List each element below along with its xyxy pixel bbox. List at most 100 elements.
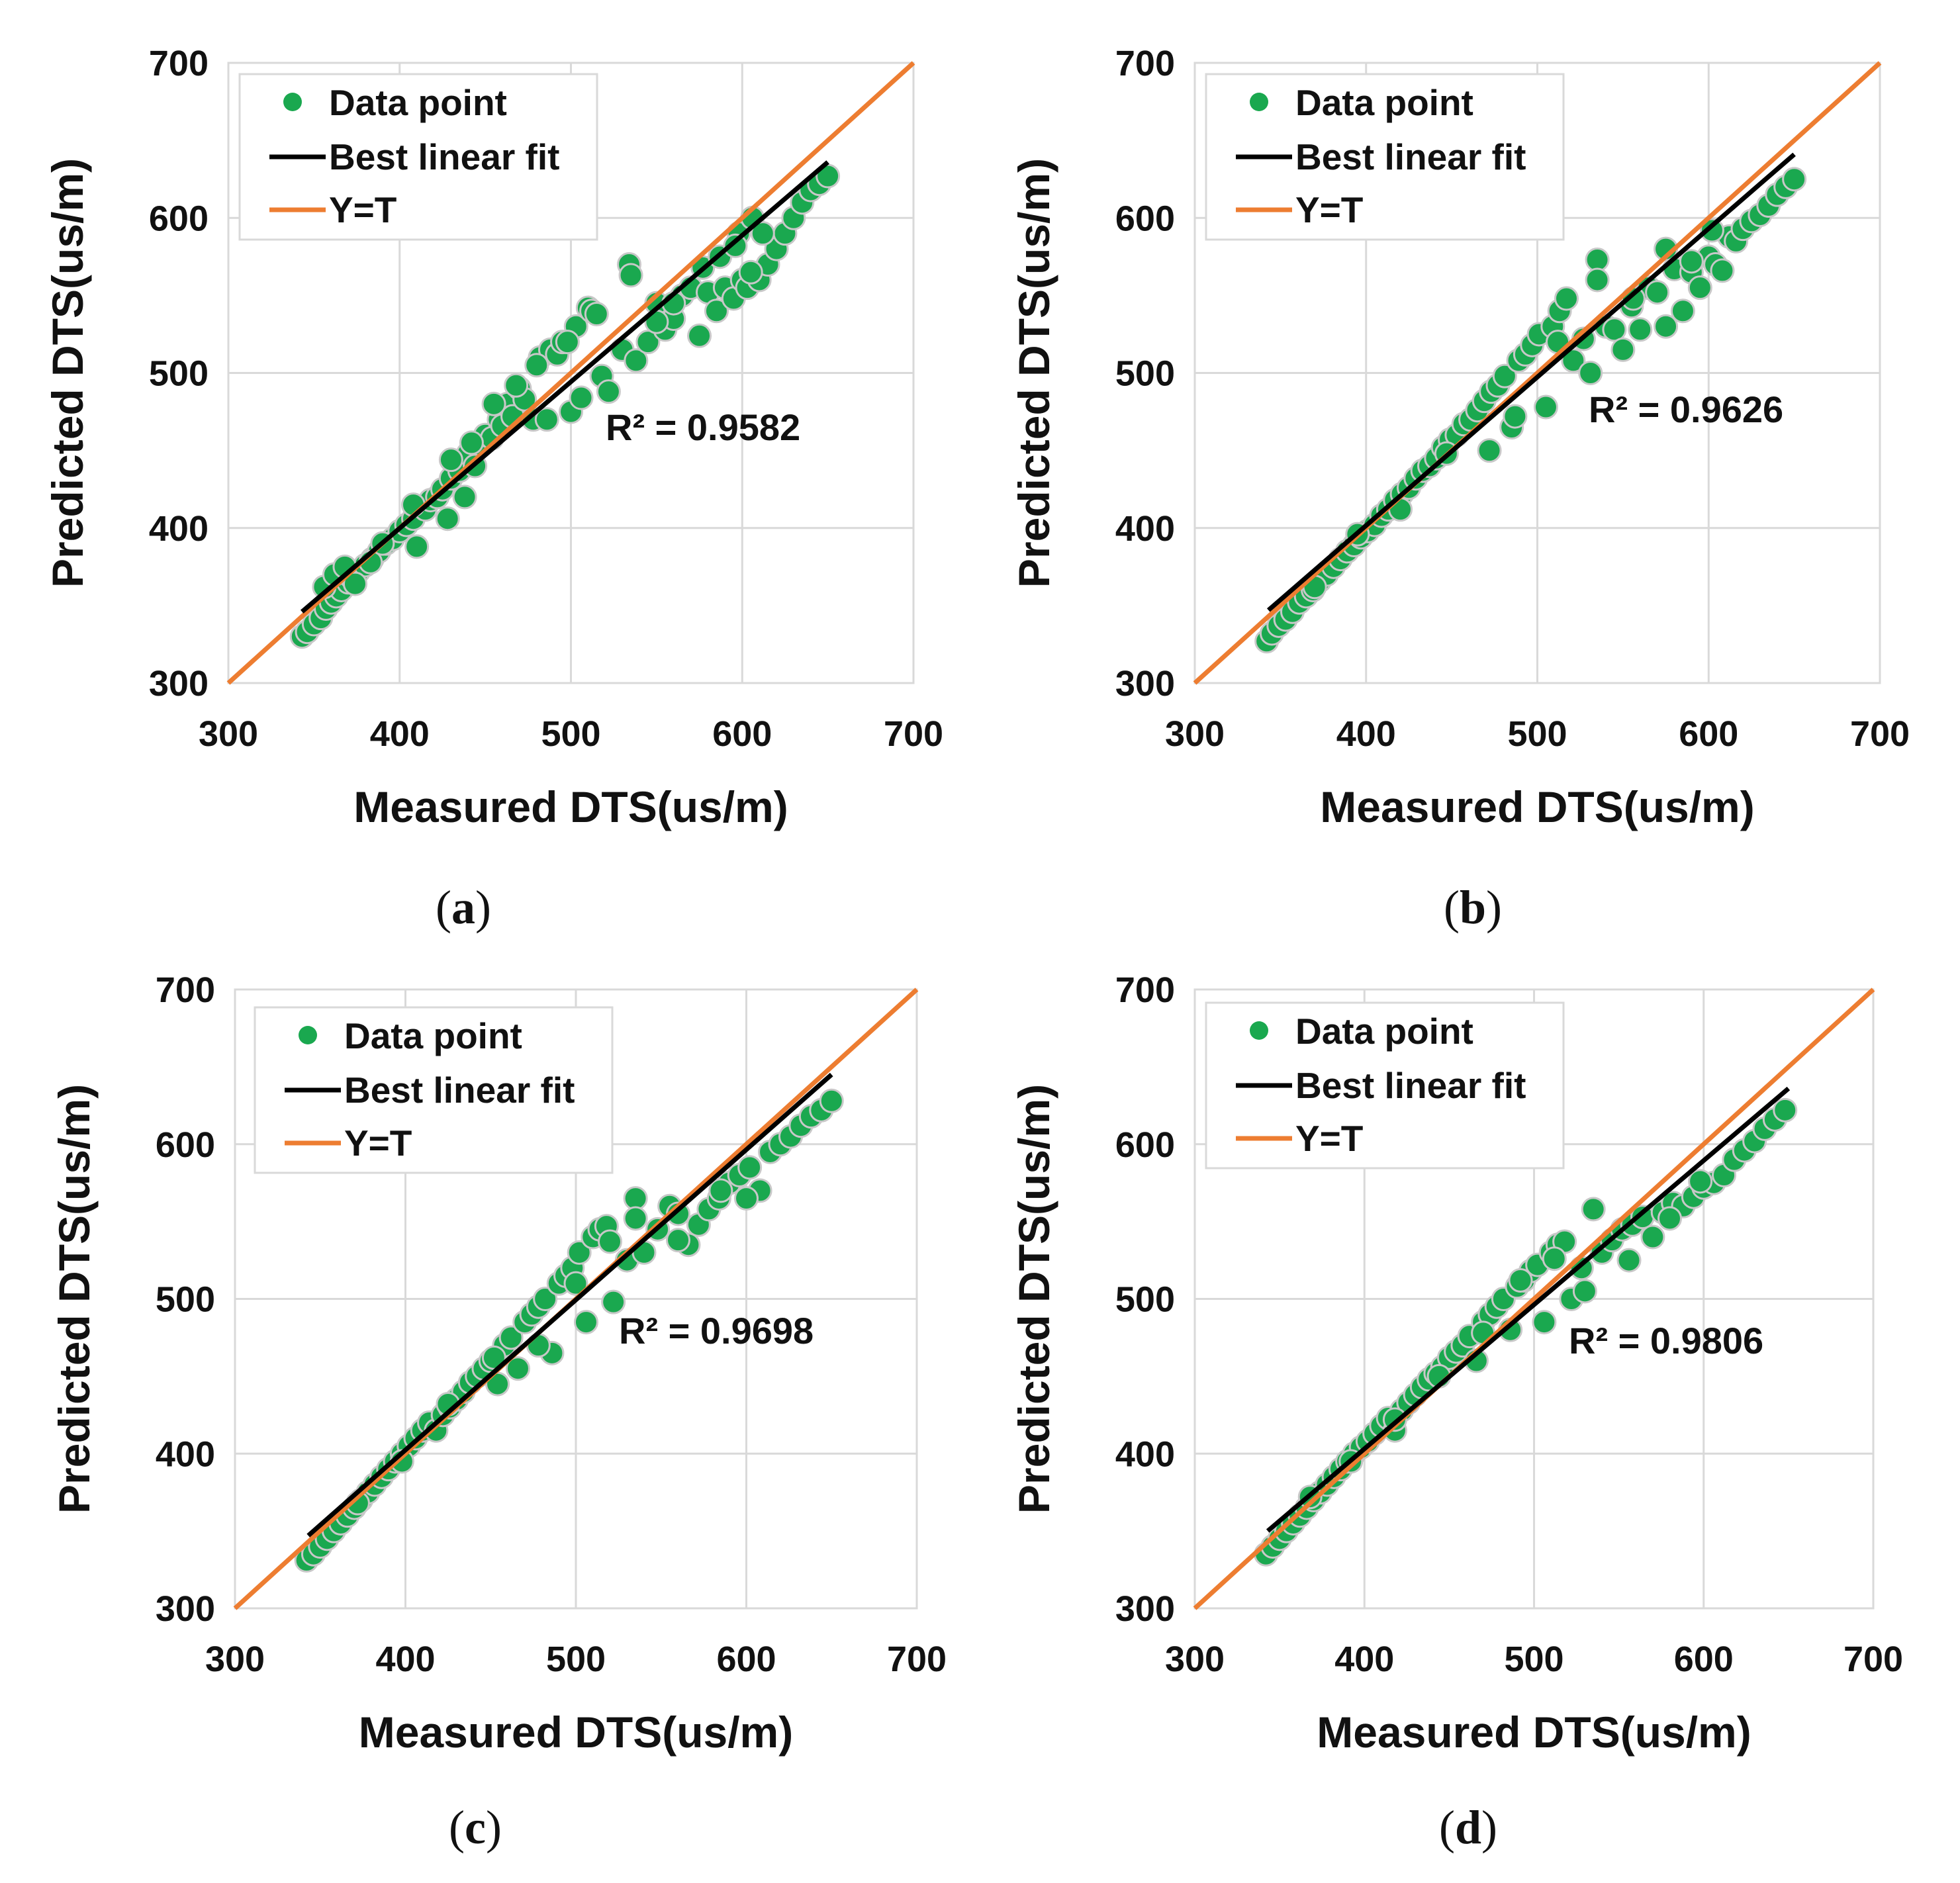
data-point bbox=[1477, 438, 1502, 463]
data-point bbox=[459, 430, 484, 455]
caption-paren: ( bbox=[449, 1801, 465, 1854]
data-point bbox=[1542, 1246, 1567, 1271]
panel-caption: (b) bbox=[1444, 881, 1502, 934]
y-tick-label: 700 bbox=[1115, 44, 1175, 83]
data-point bbox=[534, 407, 559, 432]
caption-paren: ( bbox=[1444, 881, 1460, 934]
data-point bbox=[1670, 299, 1695, 324]
x-tick-label: 300 bbox=[199, 714, 258, 754]
data-point bbox=[584, 301, 609, 326]
x-tick-label: 400 bbox=[370, 714, 430, 754]
x-tick-label: 700 bbox=[1843, 1639, 1903, 1679]
caption-paren: ) bbox=[1481, 1801, 1497, 1854]
data-point bbox=[819, 1088, 844, 1113]
legend-marker-data-point bbox=[1250, 93, 1268, 111]
data-point bbox=[1503, 404, 1528, 429]
caption-paren: ) bbox=[486, 1801, 502, 1854]
data-point bbox=[737, 1155, 763, 1180]
data-point bbox=[1578, 361, 1603, 385]
legend: Data point Best linear fit Y=T bbox=[1205, 1001, 1565, 1170]
data-point bbox=[1585, 247, 1610, 272]
data-points bbox=[294, 1088, 844, 1573]
x-tick-label: 700 bbox=[887, 1639, 947, 1679]
identity-line bbox=[1193, 61, 1882, 685]
panel-caption: (c) bbox=[449, 1801, 502, 1854]
data-point bbox=[708, 1178, 733, 1203]
x-axis-label: Measured DTS(us/m) bbox=[353, 782, 788, 831]
data-point bbox=[1581, 1197, 1606, 1222]
panel-caption: (a) bbox=[436, 881, 491, 934]
y-tick-label: 500 bbox=[1115, 354, 1175, 394]
data-point bbox=[1585, 267, 1610, 293]
plot-frame bbox=[227, 62, 915, 684]
data-point bbox=[573, 1310, 598, 1335]
x-tick-label: 300 bbox=[1165, 1639, 1225, 1679]
legend-label: Data point bbox=[1295, 82, 1473, 123]
data-point bbox=[1657, 1206, 1682, 1231]
caption-paren: ( bbox=[436, 881, 451, 934]
caption-letter: d bbox=[1455, 1801, 1481, 1854]
best-fit-line bbox=[306, 1072, 833, 1538]
x-tick-label: 700 bbox=[1850, 714, 1910, 754]
legend-label: Data point bbox=[344, 1015, 522, 1056]
legend-marker-data-point bbox=[1250, 1021, 1268, 1040]
caption-paren: ) bbox=[475, 881, 491, 934]
x-tick-label: 500 bbox=[1507, 714, 1567, 754]
plot-frame bbox=[1193, 988, 1875, 1610]
data-point bbox=[635, 330, 661, 355]
caption-letter: a bbox=[451, 881, 475, 934]
y-tick-label: 300 bbox=[1115, 1589, 1175, 1629]
legend-label: Best linear fit bbox=[344, 1070, 575, 1111]
y-axis-label: Predicted DTS(us/m) bbox=[50, 1084, 99, 1514]
legend-marker-data-point bbox=[299, 1026, 317, 1044]
data-point bbox=[1688, 1169, 1713, 1194]
y-tick-label: 600 bbox=[149, 199, 209, 238]
data-point bbox=[704, 299, 729, 324]
x-tick-label: 300 bbox=[1165, 714, 1225, 754]
data-point bbox=[504, 373, 529, 398]
r-squared-annotation: R² = 0.9626 bbox=[1589, 389, 1783, 430]
data-point bbox=[1602, 317, 1627, 342]
chart-panel-d: 300 400 500 600 700 300 400 500 600 700 Measured D… bbox=[1009, 970, 1903, 1854]
legend: Data point Best linear fit Y=T bbox=[254, 1006, 614, 1174]
y-tick-label: 600 bbox=[1115, 1125, 1175, 1165]
data-point bbox=[533, 1287, 558, 1311]
data-point bbox=[738, 259, 763, 285]
legend-label: Best linear fit bbox=[329, 136, 559, 177]
data-point bbox=[1508, 1267, 1533, 1293]
data-point bbox=[723, 233, 748, 258]
data-point bbox=[1561, 348, 1586, 373]
y-axis-label: Predicted DTS(us/m) bbox=[43, 158, 92, 588]
data-point bbox=[1628, 317, 1653, 342]
y-axis-label: Predicted DTS(us/m) bbox=[1009, 1084, 1058, 1514]
x-tick-label: 400 bbox=[375, 1639, 435, 1679]
y-tick-label: 700 bbox=[1115, 970, 1175, 1010]
x-tick-label: 700 bbox=[884, 714, 943, 754]
x-axis-label: Measured DTS(us/m) bbox=[1320, 782, 1754, 831]
legend-marker-data-point bbox=[283, 93, 302, 111]
data-point bbox=[1773, 1097, 1798, 1123]
data-point bbox=[1554, 286, 1579, 311]
x-tick-label: 600 bbox=[1674, 1639, 1734, 1679]
r-squared-annotation: R² = 0.9698 bbox=[619, 1310, 814, 1352]
x-axis-label: Measured DTS(us/m) bbox=[359, 1708, 793, 1757]
data-point bbox=[1492, 363, 1517, 389]
r-squared-annotation: R² = 0.9806 bbox=[1569, 1320, 1763, 1361]
data-point bbox=[342, 571, 367, 596]
x-tick-label: 400 bbox=[1334, 1639, 1394, 1679]
identity-line bbox=[1193, 987, 1875, 1610]
y-tick-label: 300 bbox=[156, 1589, 215, 1629]
data-point bbox=[524, 353, 549, 378]
data-point bbox=[1687, 275, 1712, 300]
data-point bbox=[452, 484, 477, 510]
y-axis-label: Predicted DTS(us/m) bbox=[1009, 158, 1058, 588]
data-point bbox=[687, 323, 712, 348]
legend-label: Data point bbox=[1295, 1011, 1473, 1052]
x-tick-label: 500 bbox=[541, 714, 600, 754]
data-point bbox=[1654, 314, 1679, 339]
data-point bbox=[1532, 1310, 1557, 1335]
best-fit-line bbox=[300, 160, 829, 614]
data-point bbox=[623, 1206, 648, 1231]
data-point bbox=[734, 1186, 759, 1211]
